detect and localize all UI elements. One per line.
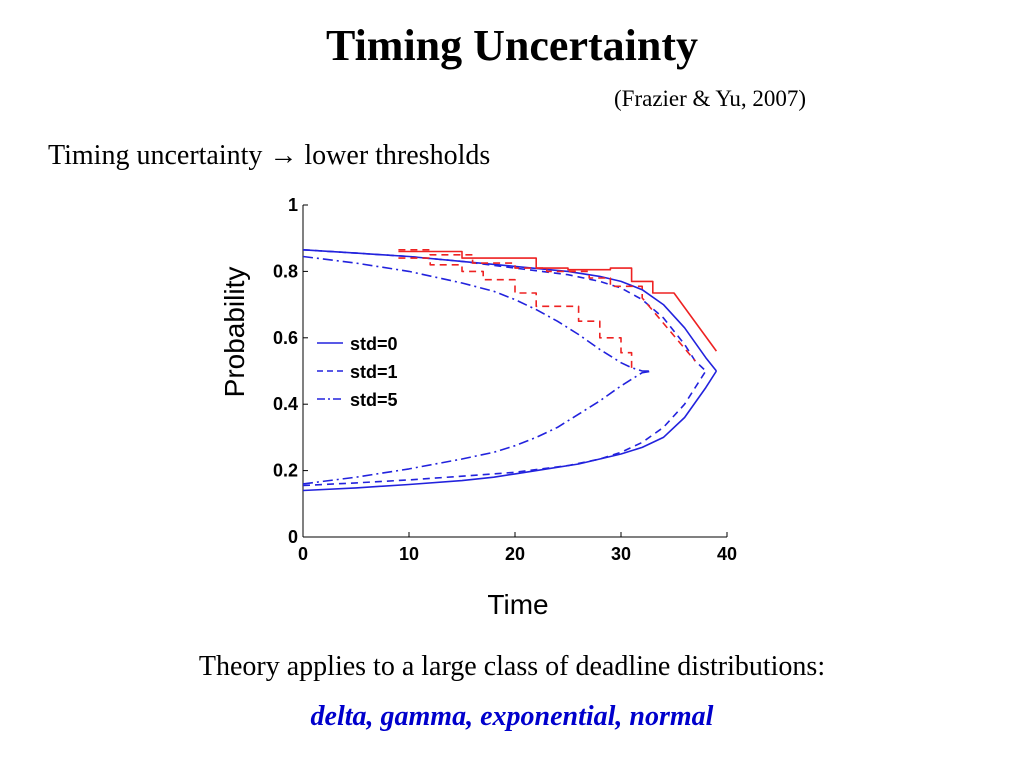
y-axis-label: Probability: [219, 267, 250, 398]
series-line-red-std-1-7: [398, 249, 696, 362]
y-tick-label: 0.6: [273, 328, 298, 348]
y-tick-label: 0.8: [273, 261, 298, 281]
y-tick-label: 0.4: [273, 394, 298, 414]
series-line-blue-std-1-3: [302, 370, 707, 487]
x-tick-label: 10: [399, 544, 419, 564]
series-line-red-std-5-8: [398, 257, 633, 370]
distributions-text: delta, gamma, exponential, normal: [310, 701, 714, 732]
chart-legend: std=0 std=1 std=5: [317, 334, 398, 410]
subtitle: Timing uncertainty → lower thresholds: [48, 140, 491, 171]
tick-labels: 0 10 20 30 40 0 0.2 0.4 0.6 0.8 1: [273, 195, 737, 564]
y-tick-label: 0: [288, 527, 298, 547]
x-tick-label: 40: [717, 544, 737, 564]
legend-label-std-0: std=0: [350, 334, 398, 354]
probability-chart: 0 10 20 30 40 0 0.2 0.4 0.6 0.8 1 Time Probability…: [219, 195, 737, 620]
x-tick-label: 20: [505, 544, 525, 564]
series-line-red-std-0-6: [398, 250, 718, 352]
series-line-blue-std-5-5: [302, 370, 653, 485]
x-tick-label: 0: [298, 544, 308, 564]
y-tick-label: 1: [288, 195, 298, 215]
theory-text: Theory applies to a large class of deadl…: [198, 651, 826, 682]
legend-label-std-5: std=5: [350, 390, 398, 410]
series-layer: [302, 249, 718, 492]
plot-axes: [302, 204, 728, 538]
x-axis-label: Time: [487, 589, 548, 620]
x-tick-label: 30: [611, 544, 631, 564]
slide-title: Timing Uncertainty: [326, 21, 698, 70]
legend-label-std-1: std=1: [350, 362, 398, 382]
series-line-blue-std-0-0: [302, 249, 718, 372]
y-tick-label: 0.2: [273, 461, 298, 481]
citation: (Frazier & Yu, 2007): [614, 86, 807, 111]
